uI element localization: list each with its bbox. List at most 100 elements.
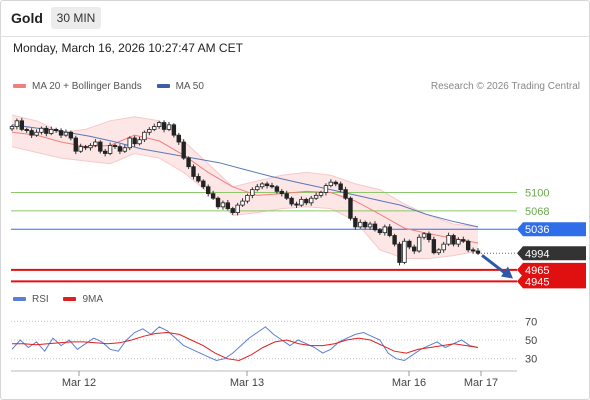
candle (387, 224, 392, 238)
candle (348, 196, 353, 221)
candle (338, 181, 343, 193)
rsi-tick-label: 30 (525, 354, 537, 366)
candle-body (358, 221, 363, 228)
candle-body (284, 193, 289, 199)
level-label: 5036 (525, 224, 549, 236)
candle-body (456, 239, 461, 245)
candle (328, 179, 334, 188)
candle (235, 202, 240, 216)
candle (299, 196, 304, 207)
candle (402, 238, 407, 265)
candle-body (348, 197, 353, 219)
candle-body (137, 139, 142, 145)
candle (206, 184, 211, 197)
candle (392, 233, 397, 247)
candle-body (142, 131, 147, 141)
candle-body (206, 186, 211, 195)
candle (441, 241, 446, 253)
candle-body (181, 141, 186, 159)
level-label-5068: 5068 (525, 206, 549, 218)
candle-body (240, 200, 245, 206)
candle-body (220, 202, 226, 208)
candle (24, 127, 29, 133)
candle-body (68, 131, 74, 139)
candle (171, 123, 177, 138)
candle (259, 182, 265, 190)
candle (107, 142, 113, 156)
header-bar (0, 0, 590, 37)
candle-body (461, 239, 466, 242)
candle-body (117, 146, 123, 152)
candle-body (367, 223, 373, 228)
candle-body (323, 185, 329, 193)
candle-body (73, 137, 78, 152)
level-label: 4945 (525, 276, 549, 288)
candle (210, 190, 216, 200)
candle-body (171, 124, 177, 136)
candle (313, 192, 319, 200)
level-tag-4965: 4965 (517, 262, 586, 277)
candle (304, 197, 309, 206)
candle (397, 241, 402, 266)
candle (412, 244, 417, 254)
candle-body (166, 124, 172, 130)
candle-body (362, 221, 368, 228)
candle (279, 189, 284, 197)
candle (58, 128, 64, 139)
instrument-title: Gold (11, 10, 43, 26)
candle-body (343, 189, 348, 199)
candle-body (49, 129, 54, 134)
candle-body (313, 194, 319, 199)
candle (416, 234, 422, 253)
candle (112, 143, 118, 149)
rsi-tick-label: 70 (525, 316, 537, 328)
candle-body (318, 192, 324, 196)
candle (372, 221, 378, 232)
bollinger-band-area (12, 115, 478, 259)
candle (147, 127, 152, 136)
legend-label-rsi: RSI (32, 294, 49, 305)
candle (382, 224, 387, 236)
bollinger-upper-line (11, 114, 479, 228)
candle (29, 128, 34, 139)
candle-body (14, 120, 20, 127)
candle (456, 237, 461, 247)
level-label-5100: 5100 (525, 188, 549, 200)
candle-body (215, 197, 221, 208)
candle-body (299, 198, 304, 206)
candle (215, 196, 221, 210)
candle-body (412, 246, 417, 252)
level-label: 4965 (525, 265, 549, 277)
candle (461, 236, 466, 243)
candle-body (264, 183, 270, 187)
candle (166, 121, 172, 132)
candle (78, 143, 83, 153)
candle-body (39, 127, 44, 133)
candle-body (269, 185, 275, 188)
x-tick-label: Mar 13 (230, 377, 264, 389)
x-tick-label: Mar 16 (392, 377, 426, 389)
candle-body (156, 122, 162, 127)
candle-body (372, 223, 378, 231)
candle-body (259, 183, 265, 188)
candle (225, 199, 231, 211)
legend-label-9ma: 9MA (82, 294, 104, 305)
candle-body (107, 145, 113, 154)
candle (122, 144, 128, 153)
level-tag-bg (517, 274, 586, 289)
candle-body (289, 197, 294, 205)
candle (127, 136, 132, 151)
candle-body (98, 141, 103, 152)
price-legend: MA 20 + Bollinger Bands MA 50 (13, 81, 216, 92)
rsi-line (11, 326, 479, 362)
candle (83, 144, 88, 151)
candle-body (407, 240, 412, 248)
candle (19, 117, 25, 132)
candle (191, 164, 196, 180)
timeframe-button[interactable]: 30 MIN (51, 7, 101, 29)
rsi-swatch (13, 297, 26, 302)
candle-body (397, 243, 402, 263)
candle-body (44, 127, 49, 134)
legend-item-ma50: MA 50 (156, 81, 204, 92)
candle (362, 220, 368, 230)
